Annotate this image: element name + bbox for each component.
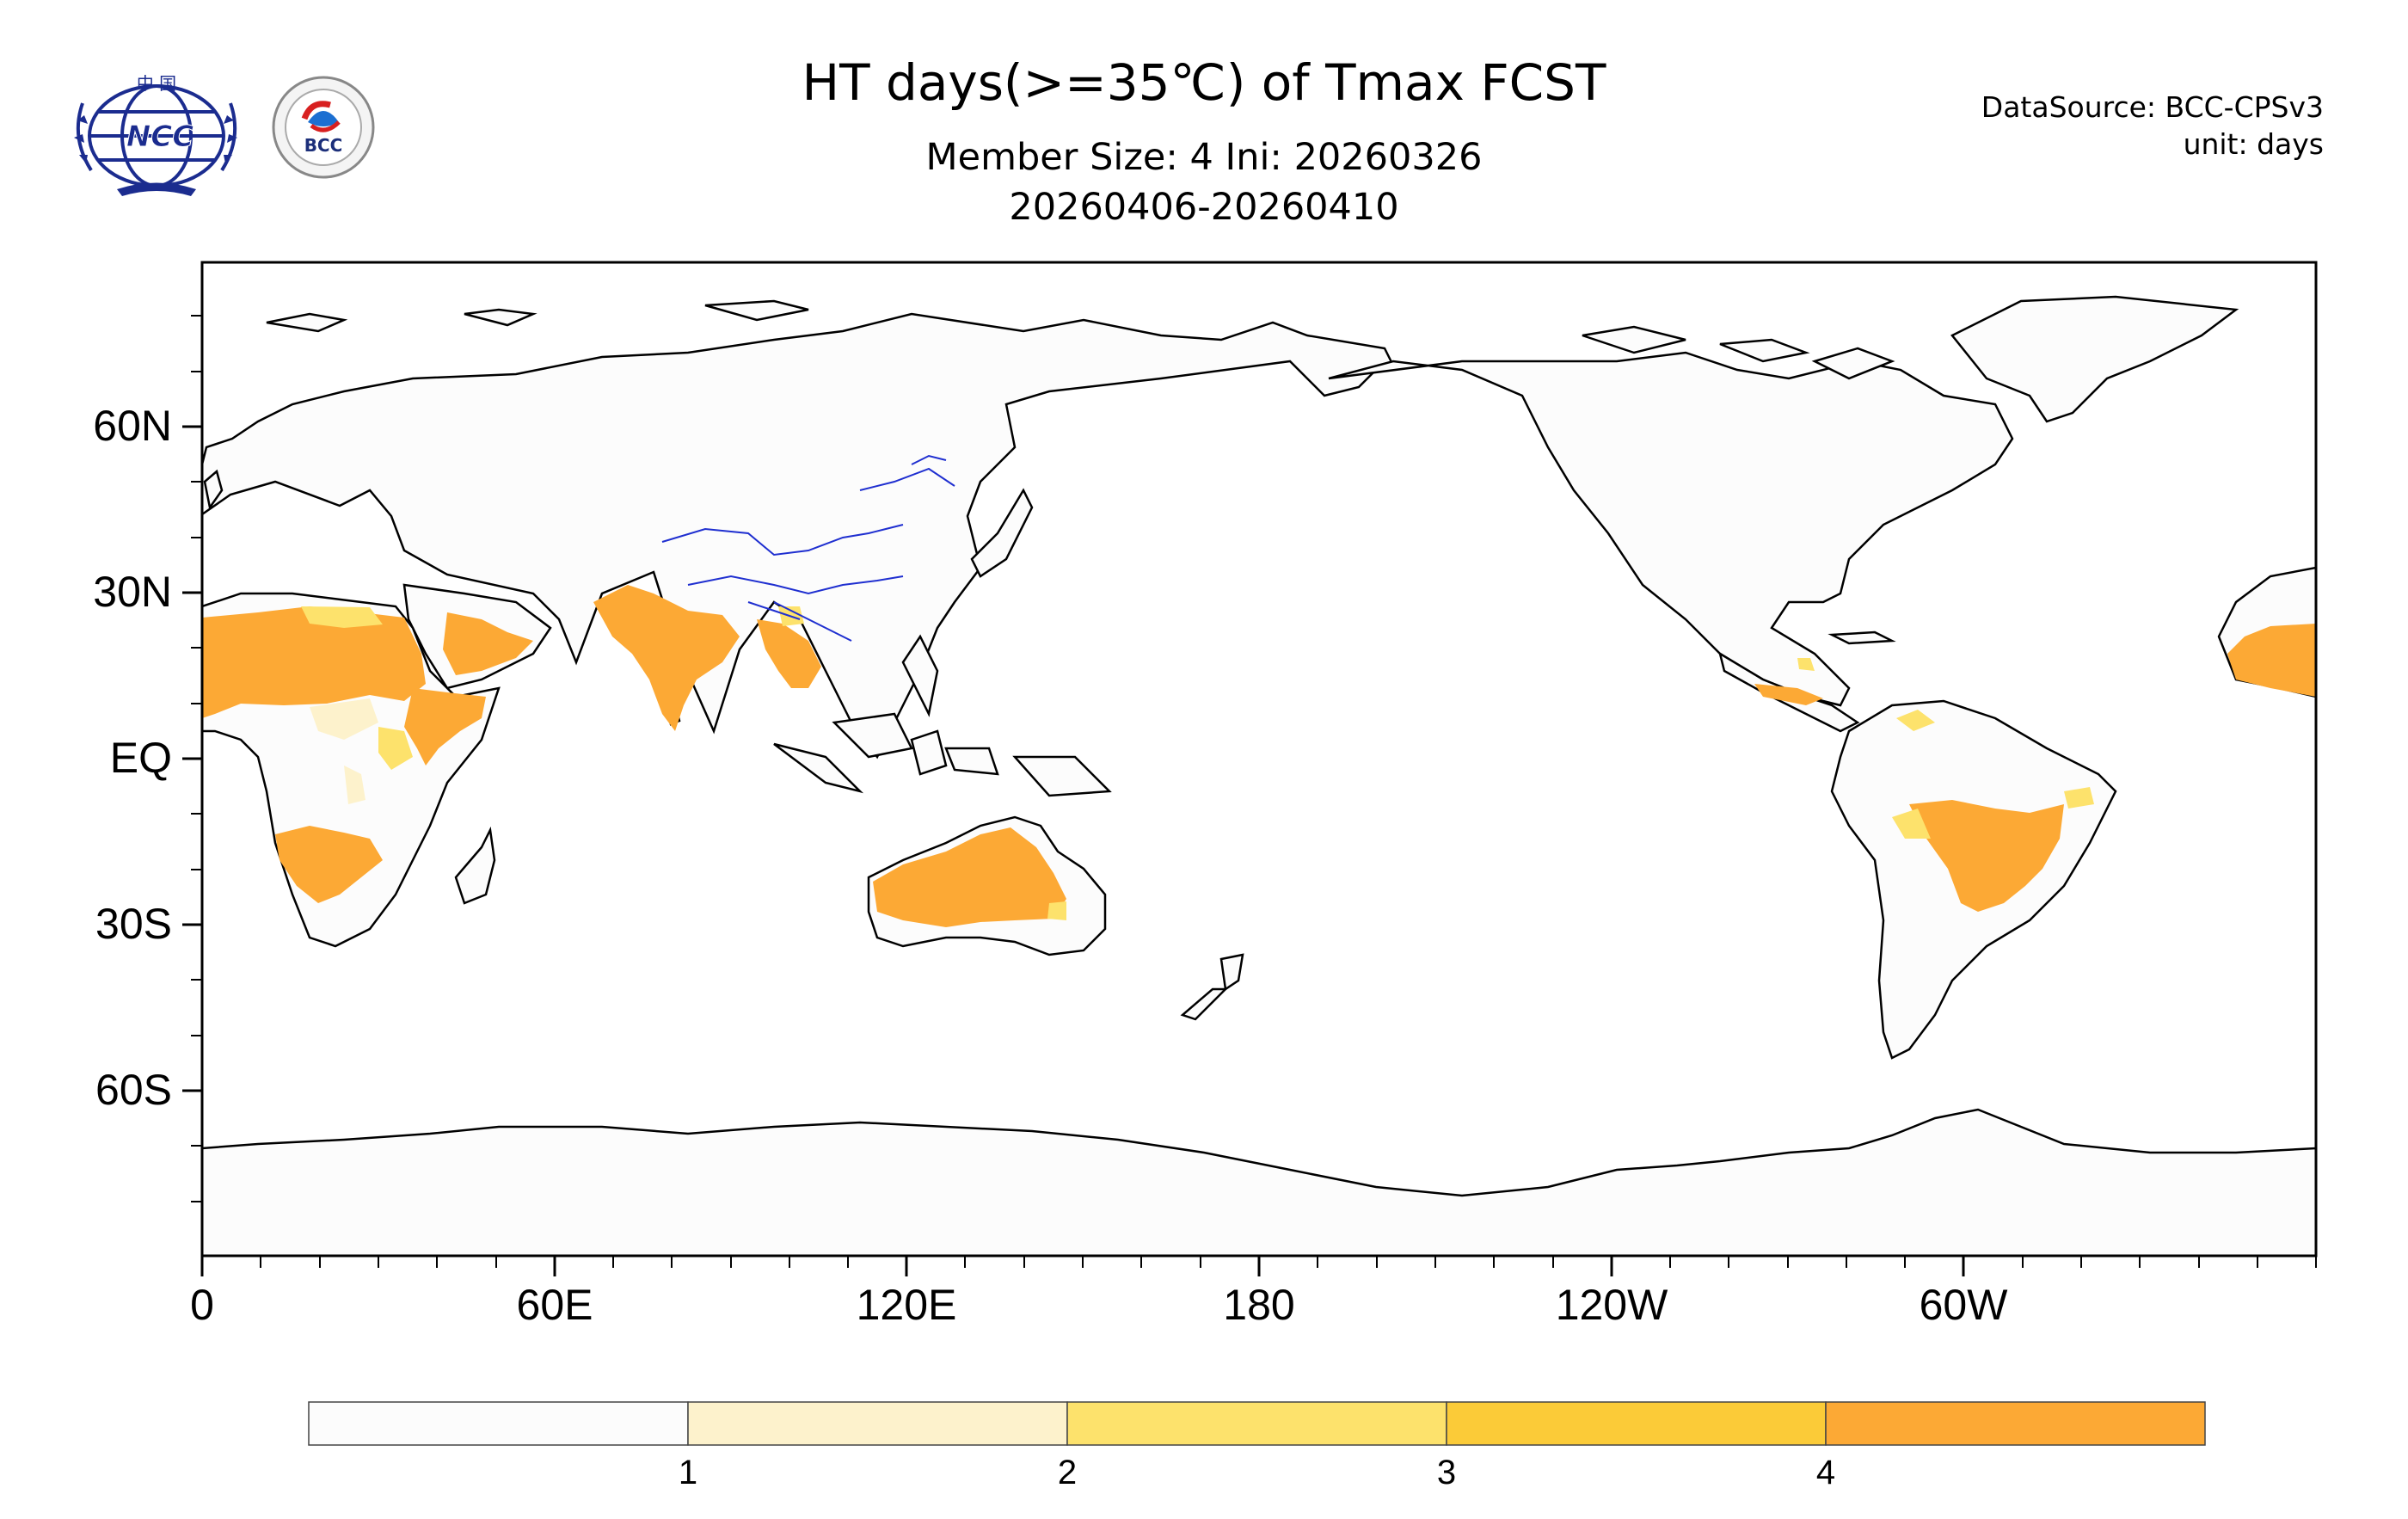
lat-label-eq: EQ [109, 734, 172, 782]
north-america-landmass [1328, 351, 2014, 707]
colorbar-label-1: 1 [678, 1454, 698, 1491]
hotspot-brazil [1909, 800, 2064, 912]
lat-label-60s: 60S [95, 1066, 172, 1114]
colorbar-bin-4 [1825, 1401, 2206, 1446]
colorbar-bin-1 [687, 1401, 1068, 1446]
colorbar-label-2: 2 [1057, 1454, 1078, 1491]
hotspot-australia [873, 827, 1066, 927]
lon-label-0: 0 [190, 1281, 214, 1329]
antarctica-landmass [202, 1108, 2316, 1256]
colorbar-bin-3 [1446, 1401, 1827, 1446]
colorbar [308, 1401, 2206, 1446]
lat-major-ticks [182, 425, 202, 1092]
hotspot-indochina [757, 619, 821, 688]
lon-minor-ticks [260, 1256, 2317, 1268]
data-source-label: DataSource: BCC-CPSv3 [1981, 90, 2324, 124]
colorbar-label-4: 4 [1815, 1454, 1836, 1491]
ncc-logo: 中 国 NCC [74, 73, 237, 196]
lon-label-180: 180 [1223, 1281, 1295, 1329]
lon-label-60e: 60E [516, 1281, 593, 1329]
hotspot-india [593, 585, 740, 731]
lat-minor-ticks [191, 315, 202, 1202]
hotspot-sahel [202, 606, 426, 718]
lon-major-ticks [200, 1256, 1965, 1276]
colorbar-bin-0 [308, 1401, 689, 1446]
lat-label-30s: 30S [95, 900, 172, 948]
chart-subtitle-period: 20260406-20260410 [1009, 186, 1399, 229]
lon-label-120w: 120W [1555, 1281, 1668, 1329]
chart-subtitle-init: Member Size: 4 Ini: 20260326 [925, 136, 1483, 179]
colorbar-bin-2 [1066, 1401, 1447, 1446]
hotspot-horn-of-africa [404, 688, 486, 766]
ncc-logo-top-text: 中 国 [137, 73, 176, 94]
china-rivers [661, 454, 955, 642]
ncc-logo-text: NCC [126, 120, 194, 154]
hotspot-southern-africa [275, 826, 383, 903]
lat-label-30n: 30N [93, 568, 172, 616]
lon-label-60w: 60W [1919, 1281, 2008, 1329]
hotspot-west-africa-east-edge [2227, 624, 2316, 697]
unit-label: unit: days [2183, 127, 2324, 161]
bcc-logo-text: BCC [304, 135, 343, 156]
bcc-logo: BCC [272, 76, 375, 179]
lat-label-60n: 60N [93, 402, 172, 450]
hotspot-arabia [443, 612, 533, 675]
chart-title: HT days(>=35℃) of Tmax FCST [802, 53, 1606, 112]
lon-label-120e: 120E [856, 1281, 957, 1329]
colorbar-label-3: 3 [1436, 1454, 1457, 1491]
eurasia-landmass [202, 312, 1395, 760]
